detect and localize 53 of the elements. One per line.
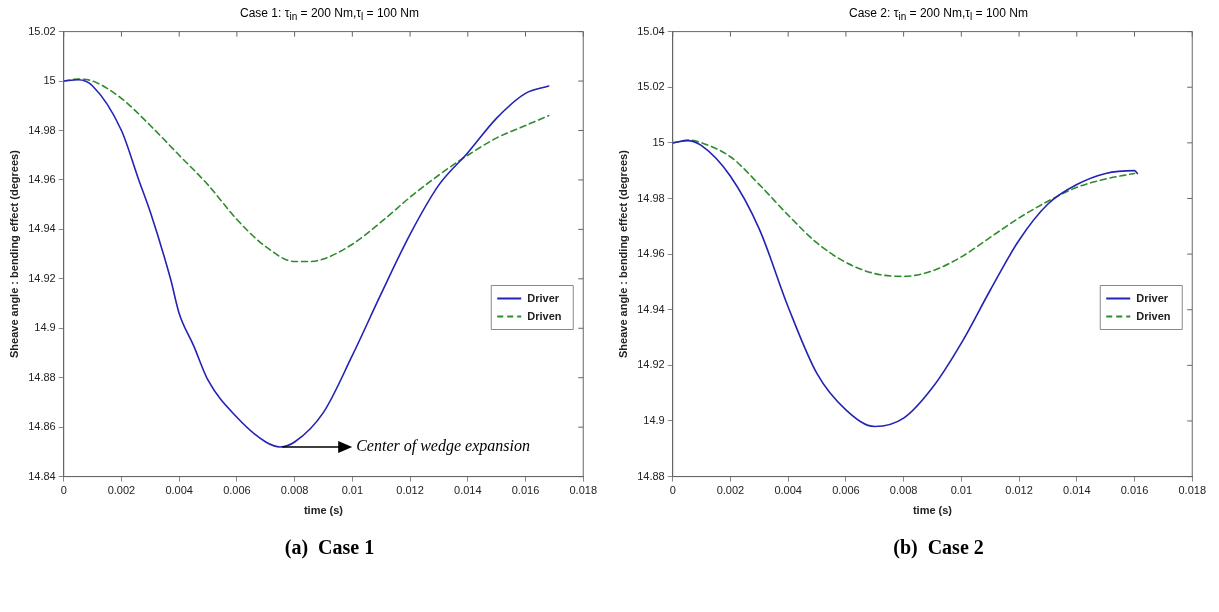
text: (b) Case 2: [892, 536, 985, 559]
x-axis-title: time (s): [303, 504, 344, 517]
y-tick-label: 14.98: [28, 123, 56, 136]
x-tick-label: 0.01: [950, 484, 973, 497]
x-axis-title: time (s): [912, 504, 953, 517]
x-tick-label: 0.008: [280, 484, 309, 497]
x-tick-label: 0.014: [1063, 484, 1091, 497]
annotation: Center of wedge expansion: [356, 436, 530, 455]
x-tick-label: 0.006: [832, 484, 860, 497]
y-tick-label: 14.94: [28, 222, 56, 235]
y-tick-label: 14.86: [28, 420, 56, 433]
x-tick-label: 0.014: [454, 484, 482, 497]
x-tick-label: 0.004: [165, 484, 193, 497]
x-tick-label: 0: [669, 484, 676, 497]
x-tick-label: 0.004: [774, 484, 802, 497]
y-tick-label: 14.88: [28, 370, 56, 383]
x-tick-label: 0.002: [107, 484, 136, 497]
y-tick-label: 15.04: [637, 24, 665, 37]
x-tick-label: 0.016: [511, 484, 540, 497]
y-tick-label: 15: [43, 74, 56, 87]
legend-label: Driven: [1136, 309, 1171, 322]
legend-label: Driver: [527, 291, 560, 304]
x-tick-label: 0.018: [1178, 484, 1206, 497]
text: (a) Case 1: [283, 536, 376, 559]
legend-label: Driven: [527, 309, 562, 322]
y-tick-label: 14.92: [28, 271, 56, 284]
y-tick-label: 14.9: [34, 321, 56, 334]
y-tick-label: 15: [652, 135, 665, 148]
x-tick-label: 0.01: [341, 484, 364, 497]
x-tick-label: 0.002: [716, 484, 745, 497]
y-tick-label: 14.84: [28, 469, 56, 482]
y-tick-label: 14.96: [637, 247, 665, 260]
x-tick-label: 0.018: [569, 484, 597, 497]
y-axis-title: Sheave angle : bending effect (degrees): [7, 149, 20, 359]
chart-title: Case 2: τ$_{in}$ = 200 Nm,τ$_{l}$ = 100 Nm: [848, 5, 1029, 23]
line-series: [672, 139, 1139, 428]
y-tick-label: 14.98: [637, 191, 665, 204]
chart-title: Case 1: τ$_{in}$ = 200 Nm,τ$_{l}$ = 100 Nm: [239, 5, 420, 23]
x-tick-label: 0.006: [223, 484, 251, 497]
y-tick-label: 14.9: [643, 414, 665, 427]
y-axis-title: Sheave angle : bending effect (degrees): [616, 149, 629, 359]
y-tick-label: 14.92: [637, 358, 665, 371]
x-tick-label: 0.016: [1120, 484, 1149, 497]
y-tick-label: 15.02: [637, 80, 665, 93]
y-tick-label: 14.88: [637, 469, 665, 482]
y-tick-label: 14.94: [637, 302, 665, 315]
x-tick-label: 0.012: [1005, 484, 1033, 497]
y-tick-label: 14.96: [28, 172, 56, 185]
x-tick-label: 0.012: [396, 484, 424, 497]
x-tick-label: 0: [60, 484, 67, 497]
x-tick-label: 0.008: [889, 484, 918, 497]
legend-label: Driver: [1136, 291, 1169, 304]
y-tick-label: 15.02: [28, 24, 56, 37]
